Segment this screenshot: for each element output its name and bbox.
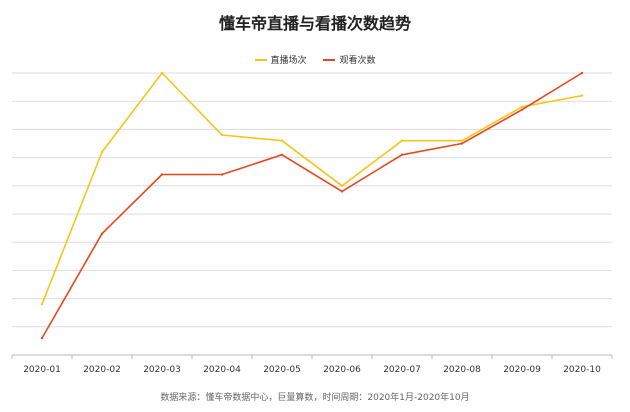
series-0-point [400,139,404,142]
x-tick-label: 2020-04 [203,365,241,375]
legend-swatch-views [323,58,336,61]
x-tick-label: 2020-02 [83,365,121,375]
legend-item-views[interactable]: 观看次数 [323,53,375,66]
series-line-0 [41,72,583,305]
data-source-note: 数据来源：懂车帝数据中心，巨量算数，时间周期：2020年1月-2020年10月 [160,393,470,403]
series-0-point [280,139,284,142]
x-tick-label: 2020-06 [323,365,361,375]
chart-title: 懂车帝直播与看播次数趋势 [218,14,411,33]
x-tick-label: 2020-05 [263,365,301,375]
series-line-1 [41,72,583,339]
chart-legend: 直播场次 观看次数 [0,53,630,66]
x-tick-label: 2020-09 [503,365,541,375]
series-1-point [100,232,104,235]
series-1-point [400,153,404,156]
x-tick-label: 2020-07 [383,365,421,375]
series-1-point [580,71,584,75]
series-1-point [460,142,464,145]
series-0-point [520,105,524,109]
series-0-point [460,139,464,142]
series-1-point [520,108,524,111]
series-1-point [40,336,44,340]
series-0-point [220,133,224,137]
series-0-point [40,303,44,306]
series-0-point [100,150,104,154]
series-1-point [340,190,344,193]
x-tick-label: 2020-08 [443,365,481,375]
series-0-point [340,184,344,187]
x-tick-label: 2020-03 [143,365,181,375]
legend-label-live: 直播场次 [270,56,307,66]
series-0-point [580,94,584,97]
series-1-point [280,153,284,156]
x-tick-label: 2020-01 [23,365,61,375]
x-tick-label: 2020-10 [563,365,601,375]
series-0-point [160,71,164,75]
legend-swatch-live [254,58,267,61]
series-1-point [160,173,164,176]
series-1-point [220,173,224,176]
legend-label-views: 观看次数 [339,56,376,66]
legend-item-live[interactable]: 直播场次 [254,53,307,66]
